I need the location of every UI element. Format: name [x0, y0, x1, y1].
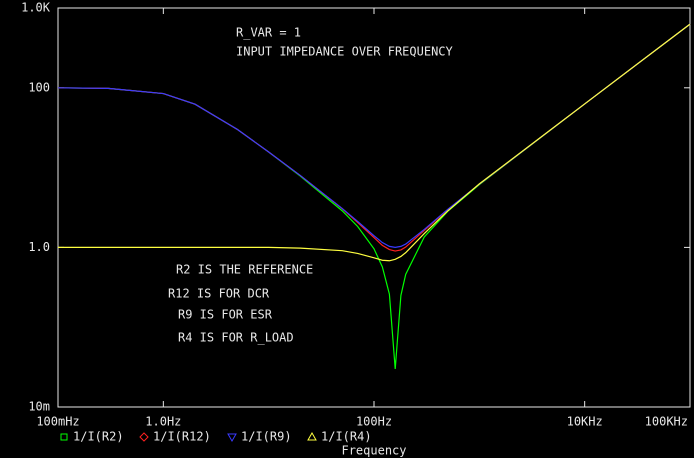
y-tick-label: 1.0 [28, 240, 50, 254]
annotation: R_VAR = 1 [236, 26, 301, 40]
legend-label: 1/I(R4) [321, 430, 372, 444]
legend-marker [307, 431, 317, 441]
x-tick-label: 100Hz [356, 415, 392, 429]
series-line [57, 23, 691, 249]
legend-label: 1/I(R2) [73, 430, 124, 444]
legend-label: 1/I(R9) [241, 430, 292, 444]
x-tick-label: 10KHz [567, 415, 603, 429]
series-line [58, 23, 691, 262]
annotation: R12 IS FOR DCR [168, 287, 270, 301]
legend-marker [227, 433, 237, 443]
series-line [57, 23, 691, 369]
x-tick-label: 100KHz [645, 415, 688, 429]
legend-marker [60, 433, 68, 441]
x-axis-label: Frequency [341, 444, 406, 458]
legend-marker [139, 432, 149, 442]
legend-label: 1/I(R12) [153, 430, 211, 444]
plot-frame [57, 7, 691, 408]
y-tick-label: 100 [28, 80, 50, 94]
annotation: INPUT IMPEDANCE OVER FREQUENCY [236, 45, 454, 59]
annotation: R2 IS THE REFERENCE [176, 263, 313, 277]
y-tick-label: 1.0K [21, 1, 51, 15]
annotation: R9 IS FOR ESR [178, 308, 273, 322]
annotation: R4 IS FOR R_LOAD [178, 331, 294, 345]
x-tick-label: 1.0Hz [145, 415, 181, 429]
y-tick-label: 10m [28, 400, 50, 414]
x-tick-label: 100mHz [36, 415, 79, 429]
